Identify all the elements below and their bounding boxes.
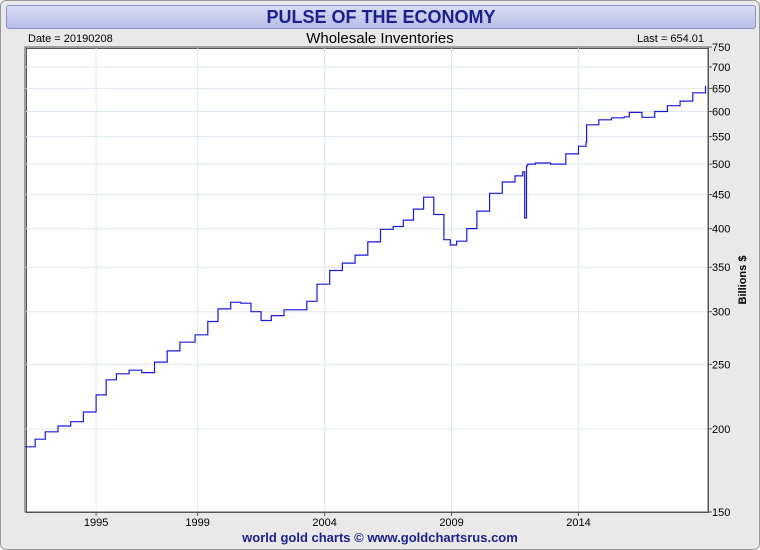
y-tick-label: 650 xyxy=(712,83,730,95)
y-tick-label: 600 xyxy=(712,106,730,118)
series-line xyxy=(25,85,707,448)
y-tick-label: 750 xyxy=(712,42,730,54)
y-tick-label: 300 xyxy=(712,307,730,319)
last-value-label: Last = 654.01 xyxy=(637,33,704,45)
plot-border xyxy=(24,46,709,513)
chart-title: PULSE OF THE ECONOMY xyxy=(6,5,756,29)
y-tick-label: 200 xyxy=(712,424,730,436)
y-tick-label: 150 xyxy=(712,507,730,519)
chart-subtitle: Wholesale Inventories xyxy=(306,30,454,47)
x-tick-label: 1995 xyxy=(84,517,108,529)
y-tick-label: 700 xyxy=(712,62,730,74)
y-tick-label: 500 xyxy=(712,159,730,171)
footer-credit: world gold charts © www.goldchartsrus.co… xyxy=(242,530,518,545)
x-tick-label: 2004 xyxy=(312,517,336,529)
y-tick-label: 350 xyxy=(712,262,730,274)
plot-area xyxy=(26,48,709,513)
date-label: Date = 20190208 xyxy=(28,33,113,45)
y-tick-label: 400 xyxy=(712,224,730,236)
x-tick-label: 1999 xyxy=(185,517,209,529)
x-tick-label: 2009 xyxy=(439,517,463,529)
x-tick-label: 2014 xyxy=(566,517,590,529)
y-tick-label: 450 xyxy=(712,190,730,202)
y-tick-label: 550 xyxy=(712,132,730,144)
y-tick-label: 250 xyxy=(712,359,730,371)
